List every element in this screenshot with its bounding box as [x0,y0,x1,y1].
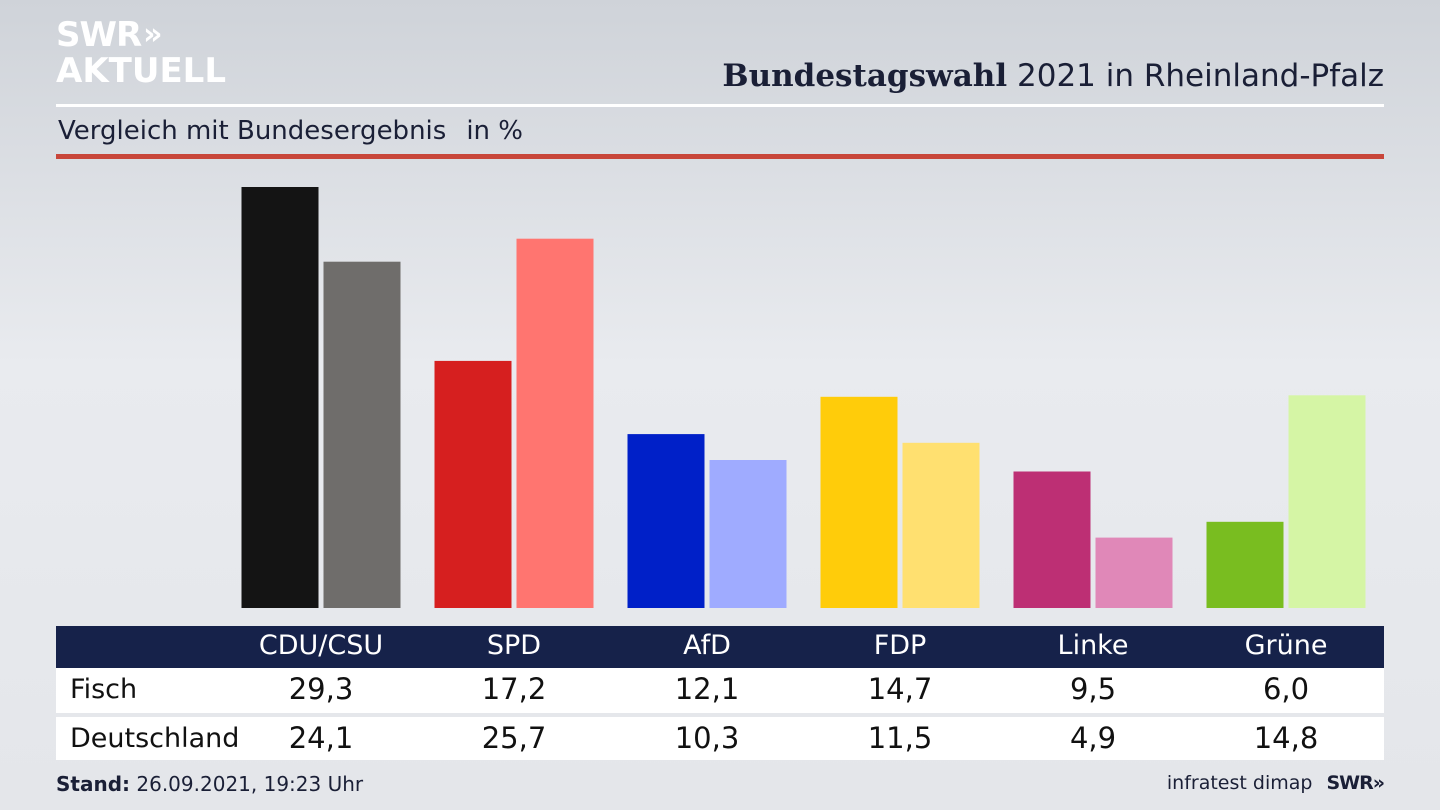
column-header-linke: Linke [1057,630,1129,661]
table-cell: 10,3 [674,721,740,755]
bar-spd-fisch [434,360,512,608]
logo-line1: SWR [56,15,142,55]
results-table: CDU/CSU SPD AfD FDP Linke Grüne Fisch 29,3 17,… [56,626,1384,760]
table-cell: 29,3 [288,672,354,706]
table-header: CDU/CSU SPD AfD FDP Linke Grüne [56,626,1384,668]
column-header-gr-ne: Grüne [1244,630,1328,661]
table-cell: 14,7 [867,672,933,706]
timestamp: Stand: 26.09.2021, 19:23 Uhr [56,772,363,796]
bar-linke-fisch [1013,471,1091,608]
table-row-deutschland: Deutschland 24,1 25,7 10,3 11,5 4,9 14,8 [56,717,1384,760]
swr-aktuell-logo: SWR» AKTUELL [56,18,226,88]
table-cell: 14,8 [1253,721,1319,755]
logo-line2: AKTUELL [56,51,227,91]
column-header-cdu-csu: CDU/CSU [258,630,384,661]
column-header-spd: SPD [486,630,542,661]
subtitle-unit: in % [466,116,523,146]
table-cell: 4,9 [1069,721,1117,755]
bar-chart [241,187,1366,608]
swr-brand-logo: SWR» [1326,772,1385,794]
table-cell: 24,1 [288,721,354,755]
source-credit: infratest dimap SWR» [1166,772,1385,794]
table-cell: 12,1 [674,672,740,706]
subtitle-text: Vergleich mit Bundesergebnis [58,116,447,146]
bar-gr-ne-deutschland [1288,395,1366,608]
bar-spd-deutschland [516,238,594,608]
column-header-fdp: FDP [873,630,927,661]
table-row-fisch: Fisch 29,3 17,2 12,1 14,7 9,5 6,0 [56,668,1384,713]
table-cell: 11,5 [867,721,933,755]
source-name: infratest dimap [1166,772,1313,794]
table-cell: 17,2 [481,672,547,706]
header-divider [56,104,1384,107]
brand-chevron-icon: » [1372,772,1385,794]
page-title: Bundestagswahl 2021 in Rheinland-Pfalz [722,58,1384,94]
brand-name: SWR [1326,772,1373,794]
table-cell: 6,0 [1262,672,1310,706]
bar-cdu-csu-deutschland [323,261,401,608]
row-label: Deutschland [70,723,240,754]
bar-linke-deutschland [1095,537,1173,608]
column-header-afd: AfD [683,630,731,661]
bar-fdp-deutschland [902,442,980,608]
stand-value: 26.09.2021, 19:23 Uhr [136,772,364,796]
table-cell: 25,7 [481,721,547,755]
stand-label: Stand: [56,772,131,796]
bar-fdp-fisch [820,396,898,608]
title-bold: Bundestagswahl [722,58,1008,94]
bar-gr-ne-fisch [1206,521,1284,608]
bar-afd-deutschland [709,460,787,608]
row-label: Fisch [70,674,138,705]
title-rest: 2021 in Rheinland-Pfalz [1017,58,1384,94]
accent-divider [56,154,1384,159]
chart-subtitle: Vergleich mit Bundesergebnis in % [58,116,523,146]
bar-afd-fisch [627,434,705,608]
bar-cdu-csu-fisch [241,187,319,608]
table-cell: 9,5 [1069,672,1117,706]
